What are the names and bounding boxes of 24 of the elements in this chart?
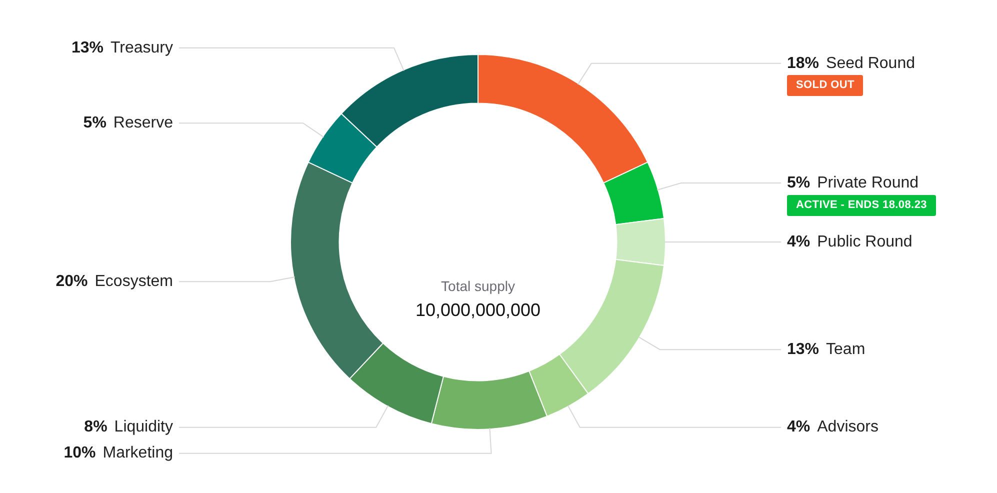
slice-label: Private Round [817,174,919,192]
data-label: 8% [84,418,108,436]
data-label: 4% [787,233,810,250]
data-label: 18% [787,54,820,72]
data-label: 20% [56,273,88,290]
slice-label: Public Round [817,233,912,250]
slice-label: Liquidity [114,418,173,436]
slice-label: Ecosystem [94,273,173,290]
text: ACTIVE - ENDS 18.08.23 [787,194,936,216]
data-label: 5% [787,174,810,192]
text: Total supply [441,278,515,294]
data-label: 13% [71,39,104,56]
slice-label: Team [826,341,866,358]
data-label: 4% [787,418,810,436]
data-label: 5% [83,114,106,132]
slice-label: Reserve [113,114,174,132]
slice-label: Marketing [102,444,173,462]
text: 10,000,000,000 [415,300,541,321]
text: SOLD OUT [787,75,864,96]
data-label: 13% [787,341,820,358]
slice-label: Seed Round [826,54,915,72]
slice-label: Advisors [817,418,878,436]
slice-label: Treasury [110,39,173,56]
data-label: 10% [64,444,96,462]
